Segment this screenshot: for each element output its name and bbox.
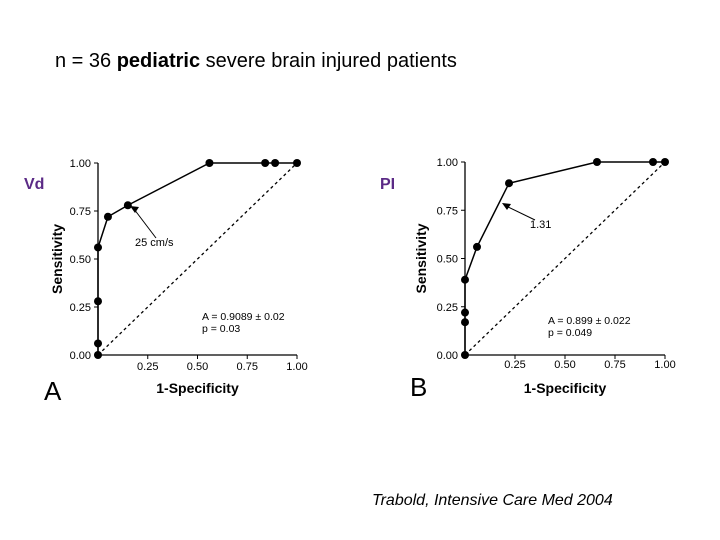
chart-1-y-tick-label: 1.00 [437,157,458,169]
side-label-pi: PI [380,176,396,193]
chart-0-annotation-arrowhead [130,206,139,213]
side-label-vd: Vd [24,176,45,193]
chart-0-annotation-arrow [133,208,157,239]
chart-0-y-tick-label: 0.50 [70,254,91,266]
chart-1-x-tick-label: 0.50 [554,359,575,371]
chart-1-annotation-label: 1.31 [530,219,551,231]
panel-letter-a: A [44,376,62,406]
slide-title: n = 36 pediatric severe brain injured pa… [55,50,457,73]
chart-1-x-tick-label: 1.00 [654,359,675,371]
chart-0-y-tick-label: 0.25 [70,302,91,314]
chart-1-x-axis-label: 1-Specificity [524,380,607,396]
chart-0-roc-point-7 [261,159,270,167]
chart-1-x-tick-label: 0.25 [504,359,525,371]
chart-0-roc-point-6 [205,159,214,167]
chart-1-roc-point-0 [461,351,469,359]
chart-1-y-axis-label: Sensitivity [413,223,429,293]
chart-1-roc-point-7 [649,158,657,166]
chart-1-stats-line-1: p = 0.049 [548,327,592,339]
chart-1-y-tick-label: 0.25 [437,302,458,314]
chart-0-y-axis-label: Sensitivity [49,224,65,294]
chart-1-roc-point-5 [505,179,513,188]
chart-0-roc-point-8 [271,159,280,167]
chart-0-y-tick-label: 0.75 [70,206,91,218]
chart-1-roc-point-8 [661,158,669,166]
chart-0-x-tick-label: 1.00 [286,361,307,373]
chart-0-roc-point-2 [94,297,102,306]
chart-1-y-tick-label: 0.00 [437,350,458,362]
chart-1-roc-point-4 [473,242,481,251]
chart-0-x-tick-label: 0.25 [137,361,158,373]
chart-0-roc-point-3 [94,243,102,252]
chart-0-stats-line-0: A = 0.9089 ± 0.02 [202,311,285,323]
chart-1-roc-point-6 [593,158,601,166]
chart-0-roc-point-9 [293,159,301,167]
title-bold: pediatric [116,50,201,72]
chart-0-roc-point-0 [94,351,102,359]
chart-0-x-tick-label: 0.50 [187,361,208,373]
panel-letter-b: B [410,372,428,402]
chart-1-annotation-arrowhead [502,203,511,210]
chart-1-roc-point-3 [461,275,469,284]
title-prefix: n = 36 [55,50,117,72]
chart-0-roc-point-1 [94,339,102,348]
chart-1-roc-point-2 [461,308,469,317]
chart-0-stats-line-1: p = 0.03 [202,323,240,335]
chart-0-diagonal-line [97,162,298,356]
chart-1-annotation-arrow [505,205,536,221]
chart-1-y-tick-label: 0.75 [437,205,458,217]
chart-1-diagonal-line [464,161,666,356]
title-suffix: severe brain injured patients [200,50,457,72]
chart-0-roc-point-5 [123,201,132,210]
citation: Trabold, Intensive Care Med 2004 [372,492,613,509]
chart-1-x-tick-label: 0.75 [604,359,625,371]
chart-0-annotation-label: 25 cm/s [135,237,174,249]
chart-0-roc-point-4 [103,212,112,221]
chart-0-y-tick-label: 0.00 [70,350,91,362]
chart-0-roc-curve [97,162,297,355]
chart-1-stats-line-0: A = 0.899 ± 0.022 [548,315,631,327]
chart-1-roc-point-1 [461,318,469,327]
chart-0-x-tick-label: 0.75 [237,361,258,373]
chart-0-y-tick-label: 1.00 [70,158,91,170]
chart-0-x-axis-label: 1-Specificity [156,380,239,396]
chart-1-y-tick-label: 0.50 [437,254,458,266]
